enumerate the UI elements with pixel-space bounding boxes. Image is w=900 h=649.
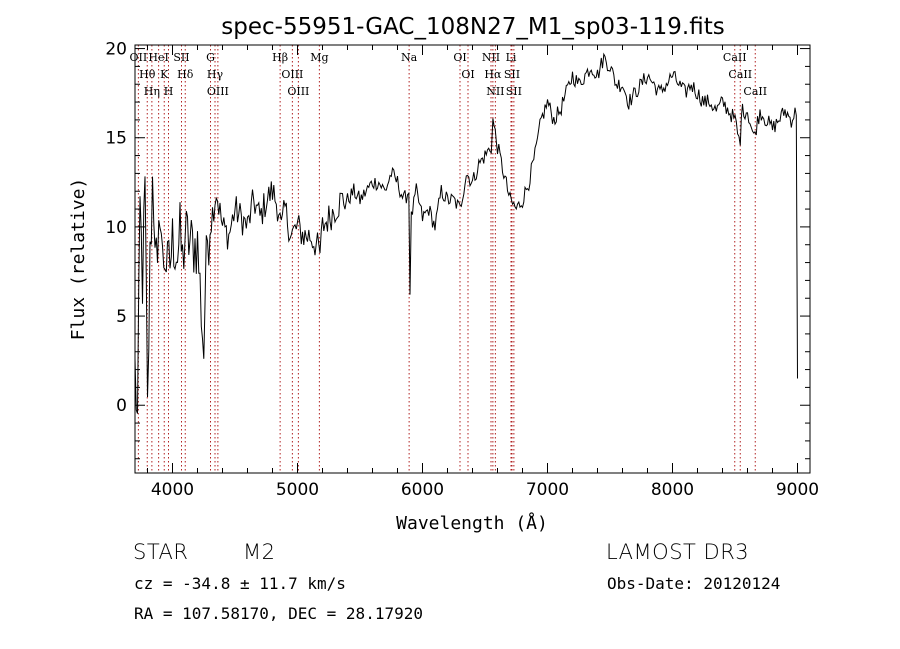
- line-label-sii-23: SII: [506, 85, 522, 98]
- line-label-caii-24: CaII: [723, 51, 747, 64]
- line-label-hei-3: HeI: [148, 51, 168, 64]
- line-label-mg-14: Mg: [310, 51, 328, 64]
- plot-frame: [134, 44, 811, 474]
- object-subclass: M2: [243, 540, 276, 564]
- x-tick-label: 5000: [276, 480, 319, 500]
- obs-date-text: Obs-Date: 20120124: [607, 574, 781, 593]
- line-label-k-4: K: [160, 68, 169, 81]
- line-label-sii-6: SII: [173, 51, 189, 64]
- y-tick-label: 15: [105, 129, 127, 149]
- y-tick-label: 0: [116, 396, 127, 416]
- y-axis-label: Flux (relative): [68, 178, 89, 341]
- x-tick-label: 7000: [526, 480, 569, 500]
- line-label-li-21: Li: [506, 51, 517, 64]
- line-label-g-8: G: [206, 51, 215, 64]
- line-label-hγ-9: Hγ: [207, 68, 224, 81]
- y-tick-label: 10: [105, 218, 127, 238]
- line-label-sii-22: SII: [504, 68, 520, 81]
- redshift-text: cz = -34.8 ± 11.7 km/s: [134, 574, 346, 593]
- line-label-oiii-13: OIII: [287, 85, 309, 98]
- spectrum-series-line: [134, 52, 798, 414]
- line-label-layer: OII Hθ Hη HeI KH SII Hδ G Hγ OIII Hβ OIII OIII Mg Na OI…: [130, 51, 768, 98]
- axis-ticks: 4000 5000 6000 7000 8000 9000 0 5 10 15 20: [105, 40, 819, 500]
- line-label-oiii-12: OIII: [281, 68, 303, 81]
- line-label-oi-16: OI: [453, 51, 466, 64]
- line-label-caii-26: CaII: [743, 85, 767, 98]
- line-label-hθ-1: Hθ: [139, 68, 156, 81]
- x-tick-label: 9000: [776, 480, 819, 500]
- line-label-caii-25: CaII: [728, 68, 752, 81]
- y-tick-label: 5: [116, 307, 127, 327]
- line-label-oii-0: OII: [130, 51, 148, 64]
- x-tick-label: 8000: [651, 480, 694, 500]
- line-label-nii-20: NII: [486, 85, 504, 98]
- line-label-oiii-10: OIII: [207, 85, 229, 98]
- survey-name: LAMOST DR3: [606, 540, 750, 564]
- object-class: STAR: [133, 540, 189, 564]
- line-marker-layer: [137, 45, 756, 473]
- line-label-nii-18: NII: [482, 51, 500, 64]
- line-label-hβ-11: Hβ: [272, 51, 288, 64]
- line-label-hδ-7: Hδ: [177, 68, 194, 81]
- x-tick-label: 4000: [151, 480, 194, 500]
- coordinates-text: RA = 107.58170, DEC = 28.17920: [134, 604, 423, 623]
- line-label-h-5: H: [164, 85, 174, 98]
- y-tick-label: 20: [105, 40, 127, 60]
- x-axis-label: Wavelength (Å): [396, 512, 548, 534]
- line-label-na-15: Na: [401, 51, 418, 64]
- line-label-hα-19: Hα: [484, 68, 502, 81]
- line-label-oi-17: OI: [461, 68, 474, 81]
- chart-title: spec-55951-GAC_108N27_M1_sp03-119.fits: [221, 14, 724, 40]
- line-label-hη-2: Hη: [144, 85, 160, 98]
- x-tick-label: 6000: [401, 480, 444, 500]
